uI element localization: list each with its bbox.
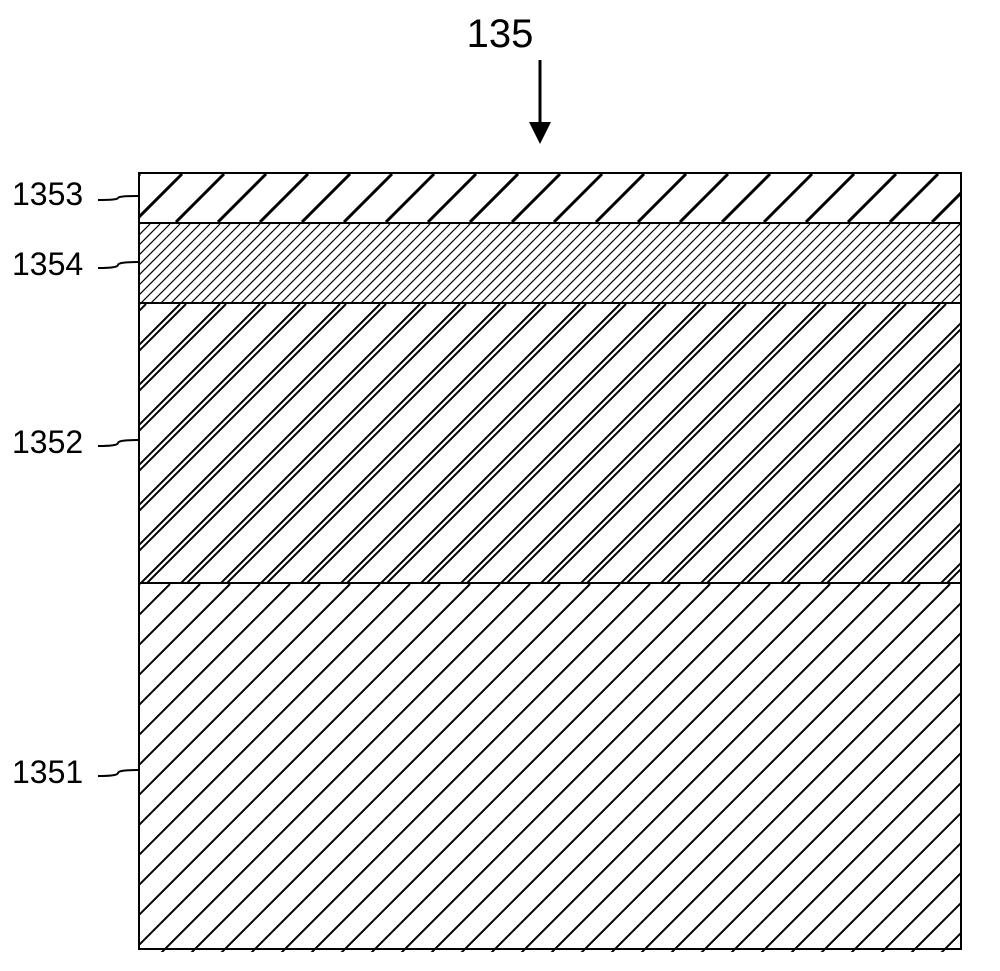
label-1351: 1351: [12, 754, 83, 791]
label-1354: 1354: [12, 246, 83, 283]
label-1353: 1353: [12, 176, 83, 213]
leader-lines: [0, 0, 1000, 971]
label-1352: 1352: [12, 424, 83, 461]
